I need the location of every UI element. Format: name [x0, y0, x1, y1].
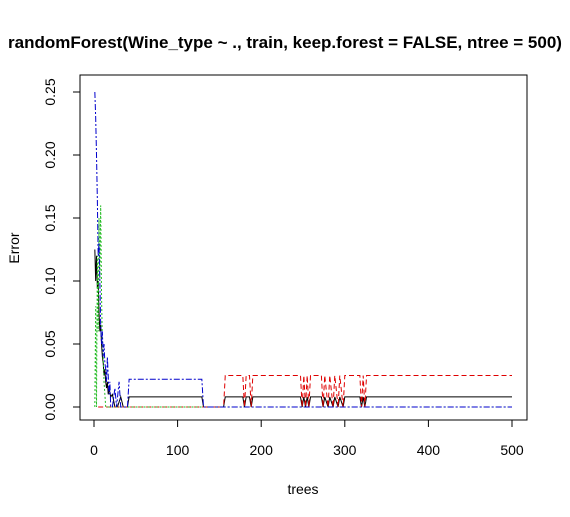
- x-axis-label: trees: [287, 481, 318, 497]
- x-tick-label: 300: [333, 442, 357, 458]
- y-tick-label: 0.00: [42, 393, 58, 420]
- plot-frame: [79, 74, 528, 421]
- x-tick-label: 200: [250, 442, 274, 458]
- y-tick-label: 0.15: [42, 204, 58, 231]
- y-tick-label: 0.05: [42, 330, 58, 357]
- x-axis: 0 100 200 300 400 500: [90, 419, 524, 458]
- y-axis-label: Error: [6, 232, 22, 263]
- y-tick-label: 0.10: [42, 267, 58, 294]
- x-tick-label: 500: [500, 442, 524, 458]
- y-axis: 0.00 0.05 0.10 0.15 0.20 0.25: [42, 78, 81, 421]
- series-line-2: [98, 375, 512, 408]
- y-tick-label: 0.20: [42, 141, 58, 168]
- series-layer: [94, 91, 512, 408]
- y-tick-label: 0.25: [42, 78, 58, 105]
- chart-title: randomForest(Wine_type ~ ., train, keep.…: [8, 33, 562, 52]
- series-line-4: [94, 91, 512, 408]
- series-line-1: [94, 249, 512, 408]
- series-line-3: [94, 205, 512, 408]
- x-tick-label: 0: [90, 442, 98, 458]
- x-tick-label: 100: [166, 442, 190, 458]
- x-tick-label: 400: [417, 442, 441, 458]
